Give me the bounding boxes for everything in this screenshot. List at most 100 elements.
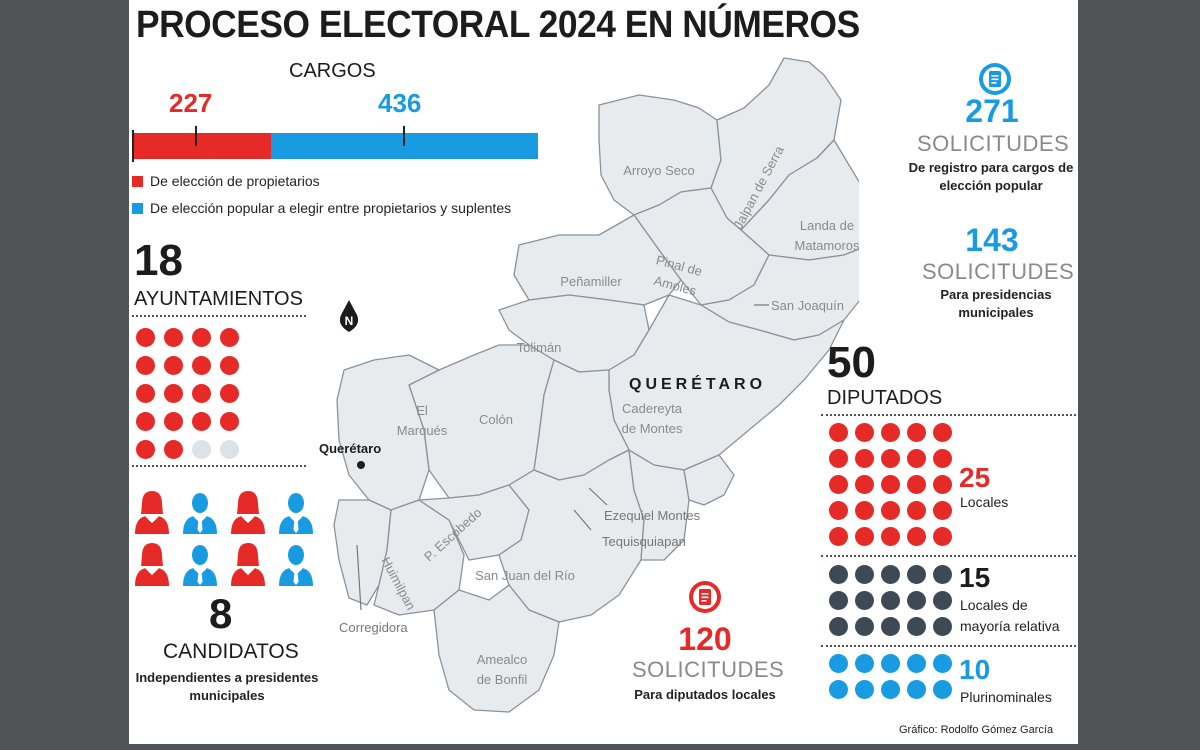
label-colon: Colón xyxy=(479,412,513,427)
ayuntamiento-dot xyxy=(192,328,211,347)
cargos-bar-propietarios xyxy=(132,133,271,159)
diputado-mayoria-dot xyxy=(881,565,900,584)
bar-baseline xyxy=(132,130,134,162)
candidatos-label: CANDIDATOS xyxy=(163,640,299,663)
ayuntamiento-dot xyxy=(192,356,211,375)
north-label: N xyxy=(345,314,354,328)
ayuntamiento-dot xyxy=(164,328,183,347)
ayuntamiento-dot xyxy=(192,384,211,403)
male-candidate-icon xyxy=(276,488,316,534)
map-queretaro xyxy=(336,354,440,511)
label-toliman: Tolimán xyxy=(517,340,562,355)
label-amealco-2: de Bonfil xyxy=(477,672,528,687)
ayuntamiento-dot xyxy=(220,356,239,375)
female-candidate-icon xyxy=(228,488,268,534)
north-icon: N xyxy=(340,300,358,332)
divider xyxy=(132,315,306,317)
female-candidate-icon xyxy=(132,540,172,586)
female-candidate-icon xyxy=(132,488,172,534)
bar-marker xyxy=(195,126,197,146)
diputado-pluri-dot xyxy=(881,680,900,699)
diputado-local-dot xyxy=(855,527,874,546)
diputado-local-dot xyxy=(881,475,900,494)
diputado-mayoria-dot xyxy=(933,617,952,636)
diputado-local-dot xyxy=(881,501,900,520)
ayuntamiento-dot xyxy=(136,328,155,347)
cargos-popular-value: 436 xyxy=(378,88,422,118)
diputados-pluri-number: 10 xyxy=(959,654,991,685)
map-amealco xyxy=(433,584,560,713)
diputado-local-dot xyxy=(829,475,848,494)
diputado-mayoria-dot xyxy=(933,565,952,584)
diputado-mayoria-dot xyxy=(933,591,952,610)
diputado-mayoria-dot xyxy=(881,617,900,636)
solicitudes-presidencias-desc: Para presidencias municipales xyxy=(940,287,1052,320)
diputado-local-dot xyxy=(855,501,874,520)
diputados-number: 50 xyxy=(827,338,876,387)
legend-label: De elección de propietarios xyxy=(150,173,320,189)
ayuntamiento-dot xyxy=(220,328,239,347)
ayuntamiento-dot xyxy=(192,412,211,431)
diputados-mayoria-dots xyxy=(829,565,952,636)
ayuntamientos-label: AYUNTAMIENTOS xyxy=(134,288,303,310)
ayuntamiento-dot xyxy=(220,384,239,403)
ayuntamiento-dot-empty xyxy=(192,440,211,459)
diputado-local-dot xyxy=(829,501,848,520)
diputados-locales-dots xyxy=(829,423,952,546)
label-penamiller: Peñamiller xyxy=(560,274,622,289)
solicitudes-presidencias-label: SOLICITUDES xyxy=(922,259,1075,284)
diputado-local-dot xyxy=(881,423,900,442)
ayuntamiento-dot xyxy=(136,412,155,431)
diputado-mayoria-dot xyxy=(829,565,848,584)
divider xyxy=(132,465,306,467)
candidatos-number: 8 xyxy=(209,590,233,637)
label-cadereyta-1: Cadereyta xyxy=(622,401,683,416)
diputado-pluri-dot xyxy=(907,680,926,699)
legend-popular: De elección popular a elegir entre propi… xyxy=(132,200,511,216)
legend-propietarios: De elección de propietarios xyxy=(132,173,320,189)
female-candidate-icon xyxy=(228,540,268,586)
diputado-pluri-dot xyxy=(855,680,874,699)
ayuntamiento-dot xyxy=(136,384,155,403)
diputado-local-dot xyxy=(933,475,952,494)
diputado-pluri-dot xyxy=(933,654,952,673)
label-san-joaquin: San Joaquín xyxy=(771,298,844,313)
solicitudes-diputados-desc: Para diputados locales xyxy=(634,687,776,702)
diputado-mayoria-dot xyxy=(907,591,926,610)
diputado-local-dot xyxy=(855,423,874,442)
diputado-mayoria-dot xyxy=(907,617,926,636)
diputado-pluri-dot xyxy=(855,654,874,673)
diputado-local-dot xyxy=(907,501,926,520)
male-candidate-icon xyxy=(180,540,220,586)
queretaro-map: N Querétaro Arroyo Seco Jalpan de Serra … xyxy=(319,57,859,713)
ayuntamientos-dots xyxy=(136,328,239,459)
ayuntamiento-dot xyxy=(220,412,239,431)
diputados-locales-label: Locales xyxy=(960,494,1009,510)
divider xyxy=(821,414,1076,416)
diputados-mayoria-label: Locales de mayoría relativa xyxy=(960,597,1060,634)
diputados-label: DIPUTADOS xyxy=(827,387,943,409)
map-tequisquiapan xyxy=(628,449,690,561)
capital-dot xyxy=(357,461,365,469)
ayuntamiento-dot xyxy=(136,440,155,459)
label-tequisquiapan: Tequisquiapan xyxy=(602,534,686,549)
document-icon xyxy=(978,62,1012,96)
ayuntamientos-number: 18 xyxy=(134,236,183,285)
page-title: PROCESO ELECTORAL 2024 EN NÚMEROS xyxy=(136,4,860,46)
solicitudes-registro-desc: De registro para cargos de elección popu… xyxy=(908,160,1074,193)
candidatos-icons xyxy=(132,488,316,586)
label-landa-1: Landa de xyxy=(800,218,854,233)
label-ezequiel: Ezequiel Montes xyxy=(604,508,701,523)
diputado-local-dot xyxy=(855,449,874,468)
diputado-mayoria-dot xyxy=(829,591,848,610)
diputado-local-dot xyxy=(933,423,952,442)
solicitudes-registro-label: SOLICITUDES xyxy=(917,131,1070,156)
diputado-local-dot xyxy=(933,449,952,468)
candidatos-desc: Independientes a presidentes municipales xyxy=(135,670,319,703)
label-san-juan: San Juan del Río xyxy=(475,568,575,583)
diputado-local-dot xyxy=(907,449,926,468)
map-ezequiel xyxy=(683,454,735,506)
label-corregidora: Corregidora xyxy=(339,620,408,635)
diputado-pluri-dot xyxy=(829,680,848,699)
credit: Gráfico: Rodolfo Gómez García xyxy=(899,724,1054,736)
